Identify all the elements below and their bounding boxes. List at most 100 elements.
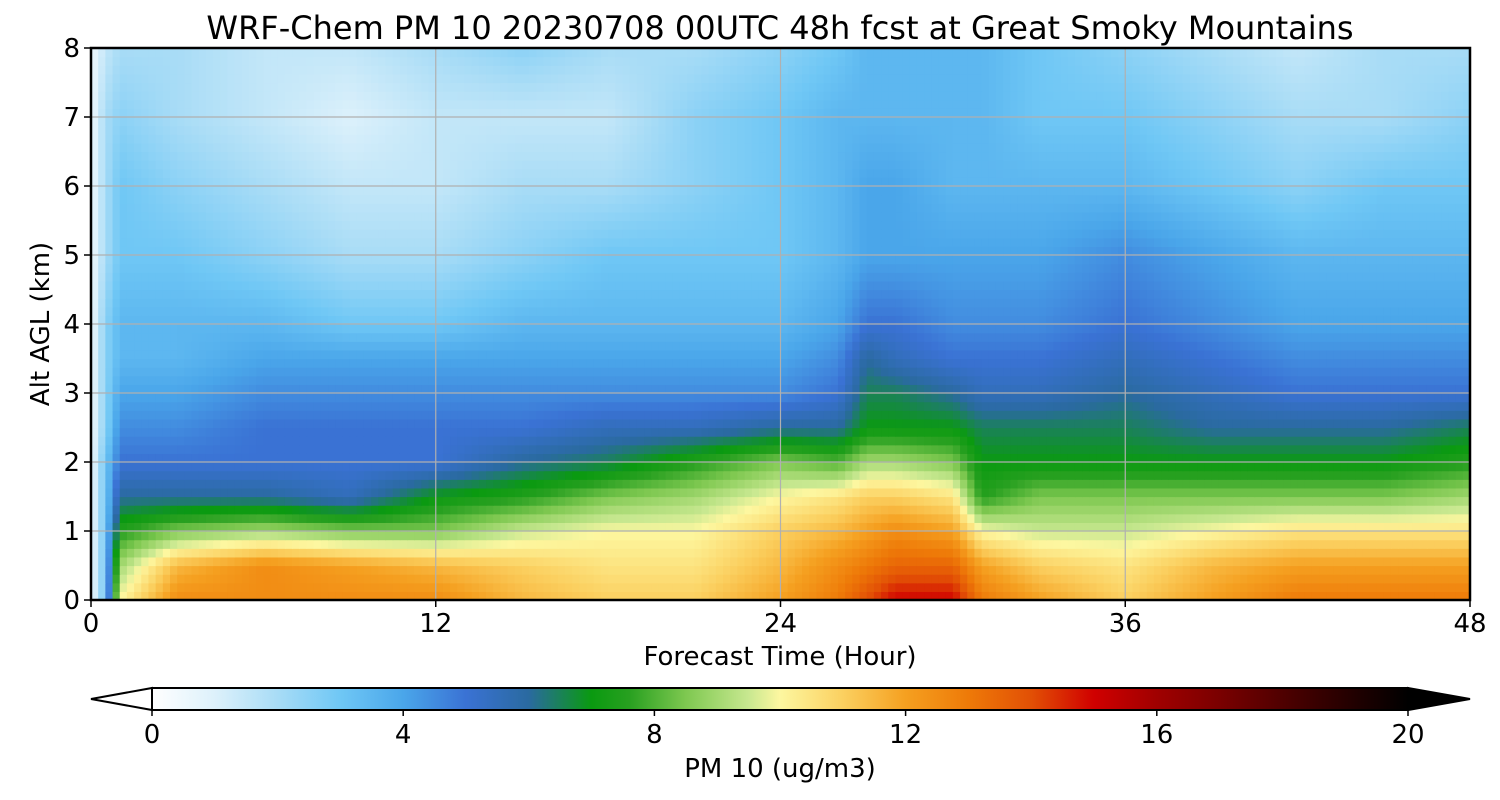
heatmap-cell <box>170 418 178 429</box>
heatmap-cell <box>794 436 803 446</box>
heatmap-cell <box>852 582 861 592</box>
heatmap-cell <box>349 375 358 385</box>
heatmap-cell <box>694 427 703 437</box>
heatmap-cell <box>1082 487 1090 498</box>
heatmap-cell <box>916 375 925 385</box>
heatmap-cell <box>1448 436 1457 446</box>
heatmap-cell <box>916 539 925 549</box>
heatmap-cell <box>435 565 444 575</box>
heatmap-cell <box>1283 410 1292 420</box>
heatmap-cell <box>1039 574 1047 584</box>
heatmap-cell <box>895 444 904 454</box>
heatmap-cell <box>442 565 451 575</box>
heatmap-cell <box>730 375 738 385</box>
heatmap-cell <box>284 436 293 446</box>
heatmap-cell <box>636 522 645 532</box>
heatmap-cell <box>435 556 444 567</box>
heatmap-cell <box>916 453 925 463</box>
heatmap-cell <box>1419 384 1428 394</box>
heatmap-cell <box>162 418 171 429</box>
heatmap-cell <box>306 496 315 506</box>
heatmap-cell <box>794 548 803 558</box>
heatmap-cell <box>493 505 501 515</box>
heatmap-cell <box>1067 531 1076 541</box>
heatmap-cell <box>155 453 164 463</box>
heatmap-cell <box>737 401 746 411</box>
heatmap-cell <box>414 470 422 480</box>
heatmap-cell <box>435 574 444 584</box>
heatmap-cell <box>450 444 458 454</box>
heatmap-cell <box>529 375 537 385</box>
heatmap-cell <box>1362 470 1371 480</box>
heatmap-cell <box>543 479 552 489</box>
heatmap-cell <box>1405 531 1414 541</box>
heatmap-cell <box>148 479 157 489</box>
heatmap-cell <box>1347 453 1356 463</box>
heatmap-cell <box>802 574 810 584</box>
heatmap-cell <box>1139 436 1148 446</box>
heatmap-cell <box>816 444 825 454</box>
heatmap-cell <box>241 505 250 515</box>
heatmap-cell <box>794 401 803 411</box>
heatmap-cell <box>1182 539 1191 549</box>
heatmap-cell <box>945 479 954 489</box>
heatmap-cell <box>960 548 968 558</box>
heatmap-cell <box>170 574 178 584</box>
heatmap-cell <box>464 565 473 575</box>
heatmap-cell <box>1218 453 1227 463</box>
heatmap-cell <box>507 410 516 420</box>
heatmap-cell <box>1419 513 1428 523</box>
heatmap-cell <box>342 556 351 567</box>
heatmap-cell <box>205 496 214 506</box>
heatmap-cell <box>723 393 731 403</box>
heatmap-cell <box>852 565 861 575</box>
heatmap-cell <box>1240 453 1248 463</box>
heatmap-cell <box>758 453 767 463</box>
heatmap-cell <box>392 375 401 385</box>
heatmap-cell <box>1197 418 1205 429</box>
heatmap-cell <box>1175 436 1184 446</box>
heatmap-cell <box>938 539 947 549</box>
heatmap-cell <box>550 522 559 532</box>
heatmap-cell <box>794 453 803 463</box>
heatmap-cell <box>1132 574 1141 584</box>
heatmap-cell <box>1369 393 1378 403</box>
heatmap-cell <box>1153 427 1162 437</box>
heatmap-cell <box>292 393 300 403</box>
heatmap-cell <box>543 539 552 549</box>
heatmap-cell <box>1405 462 1414 472</box>
heatmap-cell <box>349 496 358 506</box>
heatmap-cell <box>679 565 688 575</box>
heatmap-cell <box>967 384 976 394</box>
heatmap-cell <box>299 479 308 489</box>
heatmap-cell <box>91 479 99 489</box>
heatmap-cell <box>780 418 789 429</box>
heatmap-cell <box>134 444 142 454</box>
heatmap-cell <box>1276 548 1284 558</box>
heatmap-cell <box>486 444 494 454</box>
heatmap-cell <box>780 410 789 420</box>
heatmap-cell <box>730 470 738 480</box>
heatmap-cell <box>1074 436 1083 446</box>
heatmap-cell <box>1254 582 1263 592</box>
heatmap-cell <box>773 556 782 567</box>
heatmap-cell <box>579 522 588 532</box>
heatmap-cell <box>1146 418 1155 429</box>
heatmap-cell <box>1297 444 1306 454</box>
heatmap-cell <box>658 384 667 394</box>
heatmap-cell <box>1355 496 1363 506</box>
heatmap-cell <box>191 418 200 429</box>
heatmap-cell <box>952 462 961 472</box>
heatmap-cell <box>1053 505 1062 515</box>
heatmap-cell <box>694 444 703 454</box>
heatmap-cell <box>1398 453 1406 463</box>
heatmap-cell <box>478 384 487 394</box>
heatmap-cell <box>1419 496 1428 506</box>
heatmap-cell <box>665 393 674 403</box>
heatmap-cell <box>335 548 343 558</box>
heatmap-cell <box>284 444 293 454</box>
heatmap-cell <box>593 574 602 584</box>
heatmap-cell <box>644 531 652 541</box>
heatmap-cell <box>644 427 652 437</box>
heatmap-cell <box>1254 591 1263 600</box>
